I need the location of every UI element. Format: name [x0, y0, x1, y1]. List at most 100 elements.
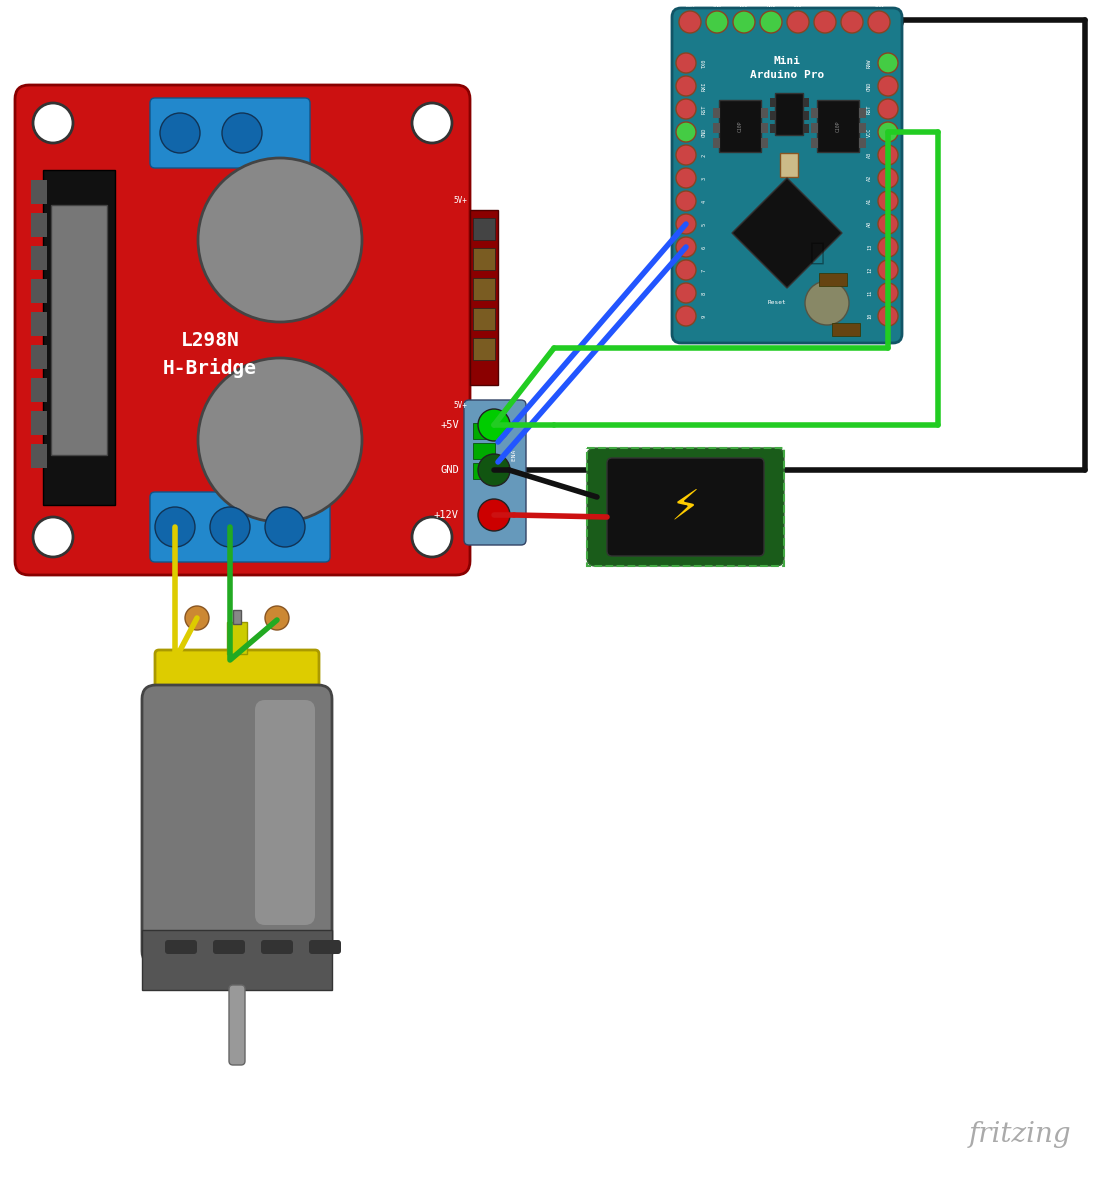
FancyBboxPatch shape: [255, 700, 315, 926]
Text: A3: A3: [867, 152, 872, 158]
Text: 5V+: 5V+: [453, 401, 467, 410]
FancyBboxPatch shape: [607, 457, 764, 556]
Bar: [470, 210, 498, 386]
Circle shape: [676, 167, 696, 187]
Text: C10P: C10P: [836, 120, 840, 132]
Text: Mini
Arduino Pro: Mini Arduino Pro: [750, 57, 824, 80]
Circle shape: [878, 53, 898, 73]
FancyBboxPatch shape: [672, 8, 902, 343]
Text: +12V: +12V: [434, 511, 460, 520]
Circle shape: [878, 191, 898, 211]
Circle shape: [478, 454, 509, 486]
Text: RST: RST: [867, 104, 872, 113]
Circle shape: [679, 11, 702, 33]
Bar: [473, 218, 495, 241]
Text: IN4: IN4: [512, 253, 517, 264]
Polygon shape: [731, 178, 842, 288]
Bar: [31, 411, 47, 435]
Bar: [811, 123, 818, 133]
Bar: [233, 610, 241, 624]
Bar: [31, 345, 47, 369]
Bar: [803, 111, 809, 120]
Circle shape: [185, 606, 209, 630]
Circle shape: [198, 358, 362, 522]
FancyBboxPatch shape: [309, 940, 341, 954]
Circle shape: [210, 507, 250, 547]
Circle shape: [787, 11, 809, 33]
Circle shape: [676, 261, 696, 279]
FancyBboxPatch shape: [142, 685, 332, 964]
Text: GND: GND: [702, 127, 707, 137]
Text: 12: 12: [867, 266, 872, 274]
FancyBboxPatch shape: [229, 984, 245, 1065]
Bar: [713, 123, 720, 133]
Circle shape: [760, 11, 783, 33]
Text: IN3: IN3: [512, 283, 517, 295]
Bar: [31, 180, 47, 204]
Bar: [859, 123, 866, 133]
FancyBboxPatch shape: [213, 940, 245, 954]
Circle shape: [878, 283, 898, 303]
Text: GRN: GRN: [875, 4, 884, 8]
Text: RAW: RAW: [867, 58, 872, 67]
Circle shape: [676, 215, 696, 233]
Circle shape: [868, 11, 890, 33]
Bar: [51, 205, 107, 455]
Text: RXI: RXI: [702, 81, 707, 91]
Circle shape: [676, 283, 696, 303]
Text: GND: GND: [867, 81, 872, 91]
Bar: [31, 378, 47, 402]
Circle shape: [265, 507, 305, 547]
Bar: [803, 98, 809, 107]
Circle shape: [160, 113, 200, 153]
Bar: [761, 123, 768, 133]
FancyBboxPatch shape: [16, 85, 470, 575]
Bar: [713, 138, 720, 149]
Bar: [473, 278, 495, 299]
Text: RST: RST: [702, 104, 707, 113]
Circle shape: [676, 99, 696, 119]
Bar: [142, 930, 332, 990]
Text: 10: 10: [867, 312, 872, 320]
Bar: [770, 98, 776, 107]
Text: 4: 4: [702, 199, 707, 203]
Bar: [780, 153, 798, 177]
Circle shape: [676, 191, 696, 211]
Bar: [719, 100, 761, 152]
Bar: [819, 274, 847, 286]
Text: GND: GND: [713, 4, 722, 8]
Bar: [770, 111, 776, 120]
Bar: [473, 423, 495, 439]
Circle shape: [412, 518, 452, 556]
Circle shape: [676, 145, 696, 165]
Text: IN1: IN1: [512, 343, 517, 355]
Bar: [43, 170, 115, 505]
Text: ENB: ENB: [512, 223, 517, 235]
Circle shape: [841, 11, 862, 33]
Text: ⚡: ⚡: [670, 486, 699, 528]
Circle shape: [33, 518, 73, 556]
Bar: [473, 338, 495, 360]
Circle shape: [878, 261, 898, 279]
FancyBboxPatch shape: [165, 940, 196, 954]
Text: GND: GND: [441, 465, 460, 475]
Text: VCC: VCC: [867, 127, 872, 137]
Bar: [775, 93, 803, 136]
Circle shape: [878, 307, 898, 327]
Circle shape: [478, 409, 509, 441]
Circle shape: [814, 11, 836, 33]
Text: C10P: C10P: [737, 120, 743, 132]
Text: VCC: VCC: [739, 4, 748, 8]
Text: L298N
H-Bridge: L298N H-Bridge: [163, 331, 258, 378]
FancyBboxPatch shape: [261, 940, 293, 954]
Text: 5: 5: [702, 223, 707, 225]
Bar: [31, 246, 47, 270]
Bar: [31, 312, 47, 336]
Text: A2: A2: [867, 174, 872, 182]
Circle shape: [198, 158, 362, 322]
Bar: [473, 248, 495, 270]
Circle shape: [155, 507, 195, 547]
Bar: [31, 279, 47, 303]
Bar: [473, 463, 495, 479]
Circle shape: [33, 103, 73, 143]
